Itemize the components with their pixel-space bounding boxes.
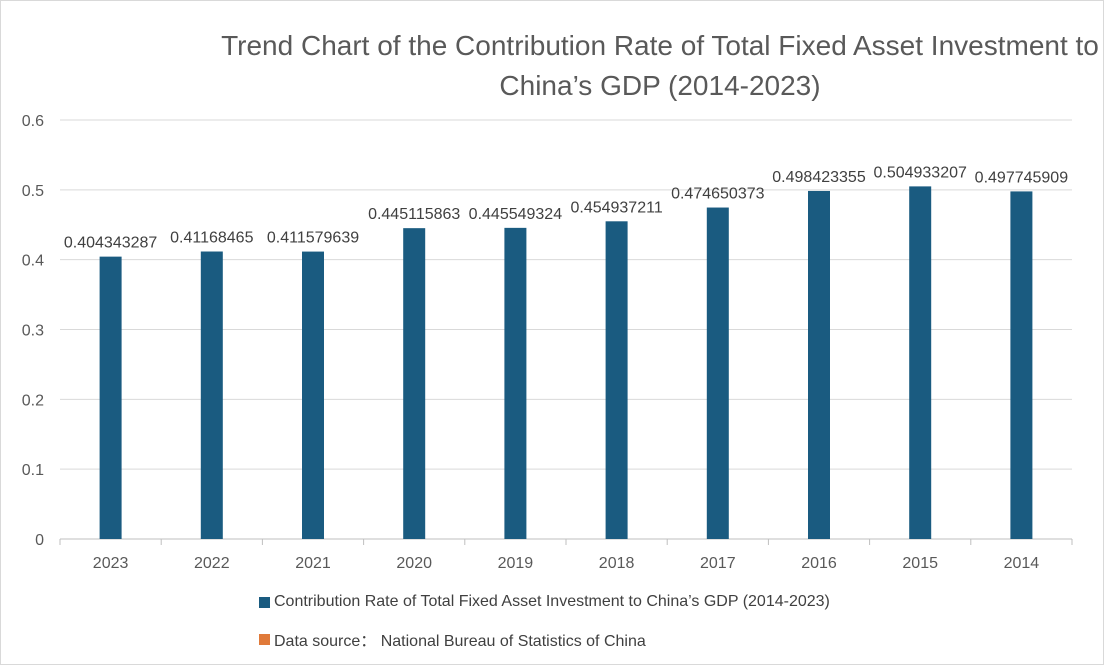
y-tick-label: 0.4 (22, 253, 44, 270)
x-tick-label-2021: 2021 (295, 555, 331, 572)
bar-2019 (504, 227, 527, 539)
x-tick-label-2014: 2014 (1004, 555, 1040, 572)
y-tick-label: 0 (35, 532, 44, 549)
legend-item-source: Data source： National Bureau of Statisti… (259, 627, 646, 651)
gridlines (60, 119, 1072, 540)
y-axis-ticks: 0 0.1 0.2 0.3 0.4 0.5 0.6 (22, 113, 44, 549)
chart-title: Trend Chart of the Contribution Rate of … (221, 30, 1099, 101)
data-label-2019: 0.445549324 (469, 206, 563, 223)
x-tick-label-2015: 2015 (902, 555, 938, 572)
data-label-2016: 0.498423355 (772, 169, 866, 186)
x-tick-label-2017: 2017 (700, 555, 736, 572)
x-tick-label-2016: 2016 (801, 555, 837, 572)
bar-2017 (706, 207, 729, 539)
data-label-2018: 0.454937211 (570, 199, 662, 216)
x-tick-label-2023: 2023 (93, 555, 129, 572)
x-tick-label-2019: 2019 (498, 555, 534, 572)
legend-swatch-source (259, 633, 270, 645)
data-label-2023: 0.404343287 (64, 235, 158, 252)
data-label-2015: 0.504933207 (873, 164, 967, 181)
legend-swatch-series (259, 596, 270, 608)
y-tick-label: 0.3 (22, 323, 44, 340)
legend-label-source: Data source： National Bureau of Statisti… (274, 633, 646, 650)
bar-2018 (605, 221, 628, 539)
y-tick-label: 0.1 (22, 462, 44, 479)
x-tick-label-2020: 2020 (396, 555, 432, 572)
data-labels: 0.404343287 0.41168465 0.411579639 0.445115… (64, 164, 1068, 251)
bars (99, 186, 1033, 540)
x-axis-ticks: 2023 2022 2021 2020 2019 2018 2017 2016 2015 2014 (59, 539, 1073, 572)
data-label-2020: 0.445115863 (368, 206, 460, 223)
bar-2021 (302, 251, 324, 540)
y-tick-label: 0.5 (22, 183, 44, 200)
bar-2015 (909, 186, 932, 539)
data-label-2014: 0.497745909 (975, 169, 1069, 186)
bar-2023 (99, 256, 122, 539)
bar-2022 (200, 251, 223, 539)
data-label-2021: 0.411579639 (267, 230, 359, 247)
legend-label-series: Contribution Rate of Total Fixed Asset I… (274, 593, 830, 610)
data-label-2022: 0.41168465 (170, 230, 253, 247)
y-tick-label: 0.2 (22, 392, 44, 409)
legend-item-series: Contribution Rate of Total Fixed Asset I… (259, 593, 830, 611)
x-tick-label-2022: 2022 (194, 555, 230, 572)
x-tick-label-2018: 2018 (599, 555, 635, 572)
data-label-2017: 0.474650373 (671, 186, 765, 203)
bar-2020 (403, 228, 426, 539)
bar-2016 (808, 190, 830, 539)
y-tick-label: 0.6 (22, 113, 44, 130)
bar-2014 (1010, 191, 1033, 539)
